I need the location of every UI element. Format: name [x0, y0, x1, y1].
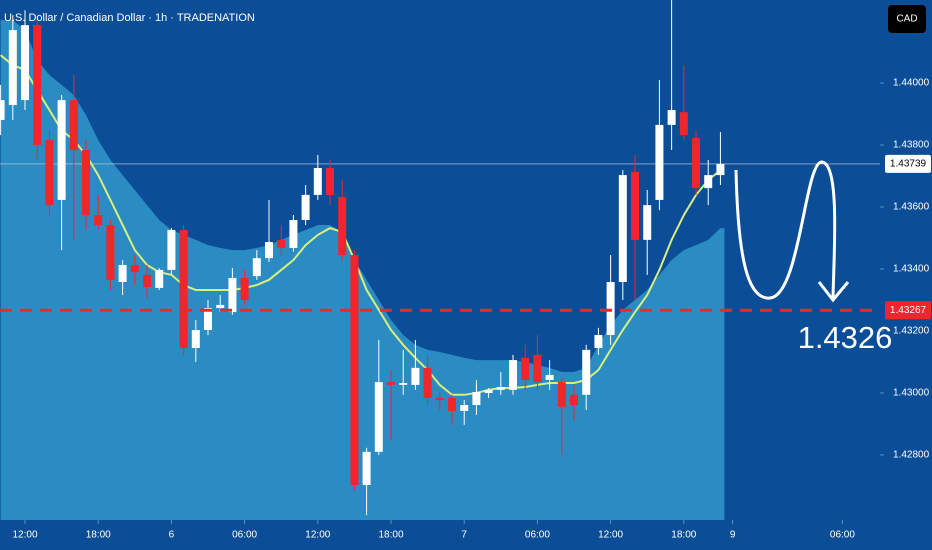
candle-body	[618, 175, 627, 283]
candle-body	[106, 224, 115, 280]
candle-body	[362, 451, 371, 485]
candle-body	[704, 175, 713, 189]
candle-body	[692, 137, 701, 189]
candle-body	[204, 308, 213, 331]
currency-label[interactable]: CAD	[896, 14, 917, 25]
chart-title: U.S. Dollar / Canadian Dollar · 1h · TRA…	[4, 12, 255, 24]
candle-body	[655, 124, 664, 200]
candle-body	[496, 387, 505, 390]
candle-body	[118, 264, 127, 283]
candle-body	[557, 382, 566, 407]
candle-body	[448, 397, 457, 411]
x-tick-label: 12:00	[598, 530, 623, 541]
candle-body	[301, 194, 310, 221]
forecast-arrow	[734, 160, 837, 300]
candle-body	[179, 229, 188, 349]
x-tick-label: 18:00	[379, 530, 404, 541]
target-price-label: 1.43267	[890, 305, 927, 316]
candle-body	[435, 397, 444, 401]
arrow-head	[817, 281, 850, 303]
candle-body	[289, 220, 298, 248]
candle-body	[521, 357, 530, 380]
candle-body	[167, 229, 176, 270]
x-tick-label: 06:00	[232, 530, 257, 541]
candle-body	[313, 167, 322, 195]
candle-body	[240, 277, 249, 300]
band-area	[0, 20, 725, 520]
y-tick-label: 1.43200	[893, 326, 930, 337]
candle-body	[191, 330, 200, 349]
candle-body	[69, 100, 78, 150]
candle-body	[570, 394, 579, 406]
candle-body	[82, 149, 91, 216]
y-tick-label: 1.43800	[893, 140, 930, 151]
target-annotation: 1.4326	[798, 320, 893, 355]
candle-body	[8, 30, 17, 106]
candle-body	[484, 389, 493, 393]
x-tick-label: 6	[169, 530, 175, 541]
candle-body	[57, 100, 66, 200]
candle-body	[472, 392, 481, 406]
candle-body	[94, 215, 103, 225]
x-tick-label: 06:00	[525, 530, 550, 541]
target-price-box	[885, 301, 931, 320]
y-tick-label: 1.42800	[893, 450, 930, 461]
candle-body	[594, 334, 603, 349]
x-tick-label: 18:00	[671, 530, 696, 541]
candle-body	[277, 239, 286, 248]
last-price-label: 1.43739	[890, 159, 927, 170]
candle-body	[387, 382, 396, 385]
currency-button[interactable]	[888, 5, 926, 33]
candle-body	[411, 367, 420, 385]
candle-body	[265, 242, 274, 259]
candle-body	[216, 304, 225, 309]
candle-body	[326, 167, 335, 195]
x-tick-label: 06:00	[830, 530, 855, 541]
candle-body	[545, 374, 554, 380]
candle-body	[21, 25, 30, 101]
candle-body	[130, 264, 139, 273]
y-tick-label: 1.43000	[893, 388, 930, 399]
candle-body	[509, 360, 518, 390]
candle-body	[643, 205, 652, 240]
candle-body	[606, 282, 615, 335]
candle-body	[667, 110, 676, 125]
candle-body	[350, 255, 359, 485]
candle-body	[423, 367, 432, 398]
candle-body	[533, 354, 542, 383]
y-tick-label: 1.43400	[893, 264, 930, 275]
x-tick-label: 9	[730, 530, 736, 541]
candle-body	[33, 25, 42, 146]
x-tick-label: 12:00	[305, 530, 330, 541]
x-tick-label: 18:00	[86, 530, 111, 541]
y-tick-label: 1.43600	[893, 202, 930, 213]
candle-body	[338, 197, 347, 256]
candle-body	[374, 382, 383, 452]
candle-body	[716, 163, 725, 176]
last-price-box	[885, 154, 931, 173]
candle-body	[679, 112, 688, 136]
candle-body	[460, 405, 469, 411]
moving-average	[0, 54, 722, 396]
candle-body	[0, 100, 5, 120]
candle-body	[45, 140, 54, 206]
candle-body	[155, 269, 164, 288]
y-tick-label: 1.44000	[893, 78, 930, 89]
candle-body	[228, 277, 237, 313]
x-tick-label: 7	[461, 530, 467, 541]
candle-body	[143, 274, 152, 287]
candle-body	[399, 383, 408, 385]
candle-body	[582, 349, 591, 395]
candle-body	[631, 171, 640, 240]
x-tick-label: 12:00	[12, 530, 37, 541]
candle-body	[252, 258, 261, 277]
